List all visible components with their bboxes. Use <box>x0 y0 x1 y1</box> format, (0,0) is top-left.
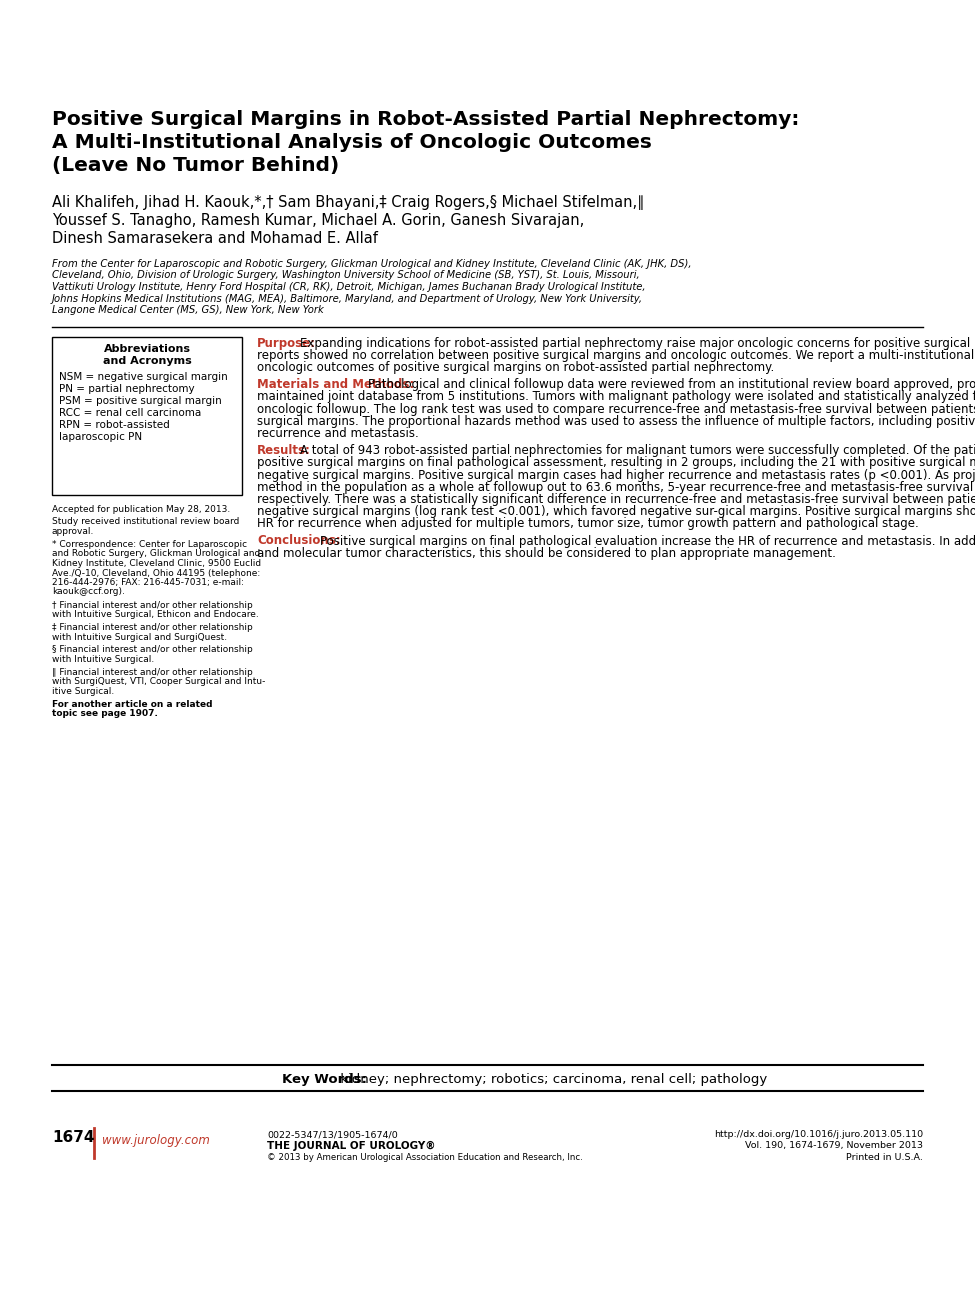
Text: 1674: 1674 <box>52 1130 95 1144</box>
Text: kaouk@ccf.org).: kaouk@ccf.org). <box>52 587 125 596</box>
Text: Positive surgical margins on final pathological evaluation increase the HR of re: Positive surgical margins on final patho… <box>320 535 975 548</box>
Text: itive Surgical.: itive Surgical. <box>52 686 114 696</box>
Text: Cleveland, Ohio, Division of Urologic Surgery, Washington University School of M: Cleveland, Ohio, Division of Urologic Su… <box>52 270 640 281</box>
Text: positive surgical margins on final pathological assessment, resulting in 2 group: positive surgical margins on final patho… <box>257 457 975 470</box>
Text: From the Center for Laparoscopic and Robotic Surgery, Glickman Urological and Ki: From the Center for Laparoscopic and Rob… <box>52 258 691 269</box>
Text: method in the population as a whole at followup out to 63.6 months, 5-year recur: method in the population as a whole at f… <box>257 480 975 493</box>
Text: THE JOURNAL OF UROLOGY®: THE JOURNAL OF UROLOGY® <box>267 1141 436 1151</box>
Text: surgical margins. The proportional hazards method was used to assess the influen: surgical margins. The proportional hazar… <box>257 415 975 428</box>
Text: with Intuitive Surgical, Ethicon and Endocare.: with Intuitive Surgical, Ethicon and End… <box>52 609 258 619</box>
Text: kidney; nephrectomy; robotics; carcinoma, renal cell; pathology: kidney; nephrectomy; robotics; carcinoma… <box>336 1073 767 1086</box>
Text: http://dx.doi.org/10.1016/j.juro.2013.05.110: http://dx.doi.org/10.1016/j.juro.2013.05… <box>714 1130 923 1139</box>
Text: Key Words:: Key Words: <box>282 1073 367 1086</box>
Text: oncologic outcomes of positive surgical margins on robot-assisted partial nephre: oncologic outcomes of positive surgical … <box>257 361 774 375</box>
Text: Dinesh Samarasekera and Mohamad E. Allaf: Dinesh Samarasekera and Mohamad E. Allaf <box>52 231 378 247</box>
Text: ‡ Financial interest and/or other relationship: ‡ Financial interest and/or other relati… <box>52 622 253 632</box>
Text: Ave./Q-10, Cleveland, Ohio 44195 (telephone:: Ave./Q-10, Cleveland, Ohio 44195 (teleph… <box>52 569 260 578</box>
Text: A Multi-Institutional Analysis of Oncologic Outcomes: A Multi-Institutional Analysis of Oncolo… <box>52 133 652 151</box>
Text: * Correspondence: Center for Laparoscopic: * Correspondence: Center for Laparoscopi… <box>52 540 247 549</box>
Text: reports showed no correlation between positive surgical margins and oncologic ou: reports showed no correlation between po… <box>257 348 975 361</box>
Text: and Robotic Surgery, Glickman Urological and: and Robotic Surgery, Glickman Urological… <box>52 549 260 559</box>
Text: Study received institutional review board: Study received institutional review boar… <box>52 518 240 526</box>
Text: Kidney Institute, Cleveland Clinic, 9500 Euclid: Kidney Institute, Cleveland Clinic, 9500… <box>52 559 261 568</box>
Text: Accepted for publication May 28, 2013.: Accepted for publication May 28, 2013. <box>52 505 230 513</box>
Text: PN = partial nephrectomy: PN = partial nephrectomy <box>59 385 195 394</box>
Text: A total of 943 robot-assisted partial nephrectomies for malignant tumors were su: A total of 943 robot-assisted partial ne… <box>300 444 975 457</box>
Text: respectively. There was a statistically significant difference in recurrence-fre: respectively. There was a statistically … <box>257 493 975 506</box>
Text: maintained joint database from 5 institutions. Tumors with malignant pathology w: maintained joint database from 5 institu… <box>257 390 975 403</box>
Text: For another article on a related: For another article on a related <box>52 699 213 709</box>
Text: Materials and Methods:: Materials and Methods: <box>257 378 414 392</box>
Text: Pathological and clinical followup data were reviewed from an institutional revi: Pathological and clinical followup data … <box>369 378 975 392</box>
Text: Johns Hopkins Medical Institutions (MAG, MEA), Baltimore, Maryland, and Departme: Johns Hopkins Medical Institutions (MAG,… <box>52 294 643 304</box>
Text: Results:: Results: <box>257 444 311 457</box>
Text: Youssef S. Tanagho, Ramesh Kumar, Michael A. Gorin, Ganesh Sivarajan,: Youssef S. Tanagho, Ramesh Kumar, Michae… <box>52 213 584 228</box>
Text: Conclusions:: Conclusions: <box>257 535 340 548</box>
Text: laparoscopic PN: laparoscopic PN <box>59 432 142 442</box>
Text: (Leave No Tumor Behind): (Leave No Tumor Behind) <box>52 157 339 175</box>
Text: approval.: approval. <box>52 527 95 536</box>
Text: negative surgical margins (log rank test <0.001), which favored negative sur-gic: negative surgical margins (log rank test… <box>257 505 975 518</box>
Text: ∥ Financial interest and/or other relationship: ∥ Financial interest and/or other relati… <box>52 668 253 677</box>
Text: with Intuitive Surgical.: with Intuitive Surgical. <box>52 655 154 664</box>
Text: Positive Surgical Margins in Robot-Assisted Partial Nephrectomy:: Positive Surgical Margins in Robot-Assis… <box>52 110 799 129</box>
Text: www.jurology.com: www.jurology.com <box>102 1134 210 1147</box>
Text: and molecular tumor characteristics, this should be considered to plan appropria: and molecular tumor characteristics, thi… <box>257 547 836 560</box>
Text: Vol. 190, 1674-1679, November 2013: Vol. 190, 1674-1679, November 2013 <box>745 1141 923 1150</box>
Text: topic see page 1907.: topic see page 1907. <box>52 710 158 719</box>
Text: recurrence and metastasis.: recurrence and metastasis. <box>257 427 418 440</box>
Text: RPN = robot-assisted: RPN = robot-assisted <box>59 420 170 431</box>
Text: Abbreviations: Abbreviations <box>103 345 190 355</box>
Text: PSM = positive surgical margin: PSM = positive surgical margin <box>59 397 221 406</box>
Text: RCC = renal cell carcinoma: RCC = renal cell carcinoma <box>59 408 201 419</box>
Text: Vattikuti Urology Institute, Henry Ford Hospital (CR, RK), Detroit, Michigan, Ja: Vattikuti Urology Institute, Henry Ford … <box>52 282 645 292</box>
Text: and Acronyms: and Acronyms <box>102 356 191 367</box>
Text: † Financial interest and/or other relationship: † Financial interest and/or other relati… <box>52 600 253 609</box>
Text: § Financial interest and/or other relationship: § Financial interest and/or other relati… <box>52 646 253 655</box>
Text: 0022-5347/13/1905-1674/0: 0022-5347/13/1905-1674/0 <box>267 1130 398 1139</box>
Text: negative surgical margins. Positive surgical margin cases had higher recurrence : negative surgical margins. Positive surg… <box>257 468 975 482</box>
Text: Langone Medical Center (MS, GS), New York, New York: Langone Medical Center (MS, GS), New Yor… <box>52 305 324 315</box>
Text: oncologic followup. The log rank test was used to compare recurrence-free and me: oncologic followup. The log rank test wa… <box>257 402 975 415</box>
Text: Ali Khalifeh, Jihad H. Kaouk,*,† Sam Bhayani,‡ Craig Rogers,§ Michael Stifelman,: Ali Khalifeh, Jihad H. Kaouk,*,† Sam Bha… <box>52 194 644 210</box>
Text: NSM = negative surgical margin: NSM = negative surgical margin <box>59 372 228 382</box>
Text: Expanding indications for robot-assisted partial nephrectomy raise major oncolog: Expanding indications for robot-assisted… <box>300 337 975 350</box>
Text: Purpose:: Purpose: <box>257 337 316 350</box>
Text: Printed in U.S.A.: Printed in U.S.A. <box>846 1154 923 1161</box>
Text: with SurgiQuest, VTI, Cooper Surgical and Intu-: with SurgiQuest, VTI, Cooper Surgical an… <box>52 677 265 686</box>
Text: 216-444-2976; FAX: 216-445-7031; e-mail:: 216-444-2976; FAX: 216-445-7031; e-mail: <box>52 578 244 587</box>
Text: HR for recurrence when adjusted for multiple tumors, tumor size, tumor growth pa: HR for recurrence when adjusted for mult… <box>257 517 918 530</box>
Text: © 2013 by American Urological Association Education and Research, Inc.: © 2013 by American Urological Associatio… <box>267 1154 583 1161</box>
Bar <box>52 337 242 495</box>
Text: with Intuitive Surgical and SurgiQuest.: with Intuitive Surgical and SurgiQuest. <box>52 633 227 642</box>
